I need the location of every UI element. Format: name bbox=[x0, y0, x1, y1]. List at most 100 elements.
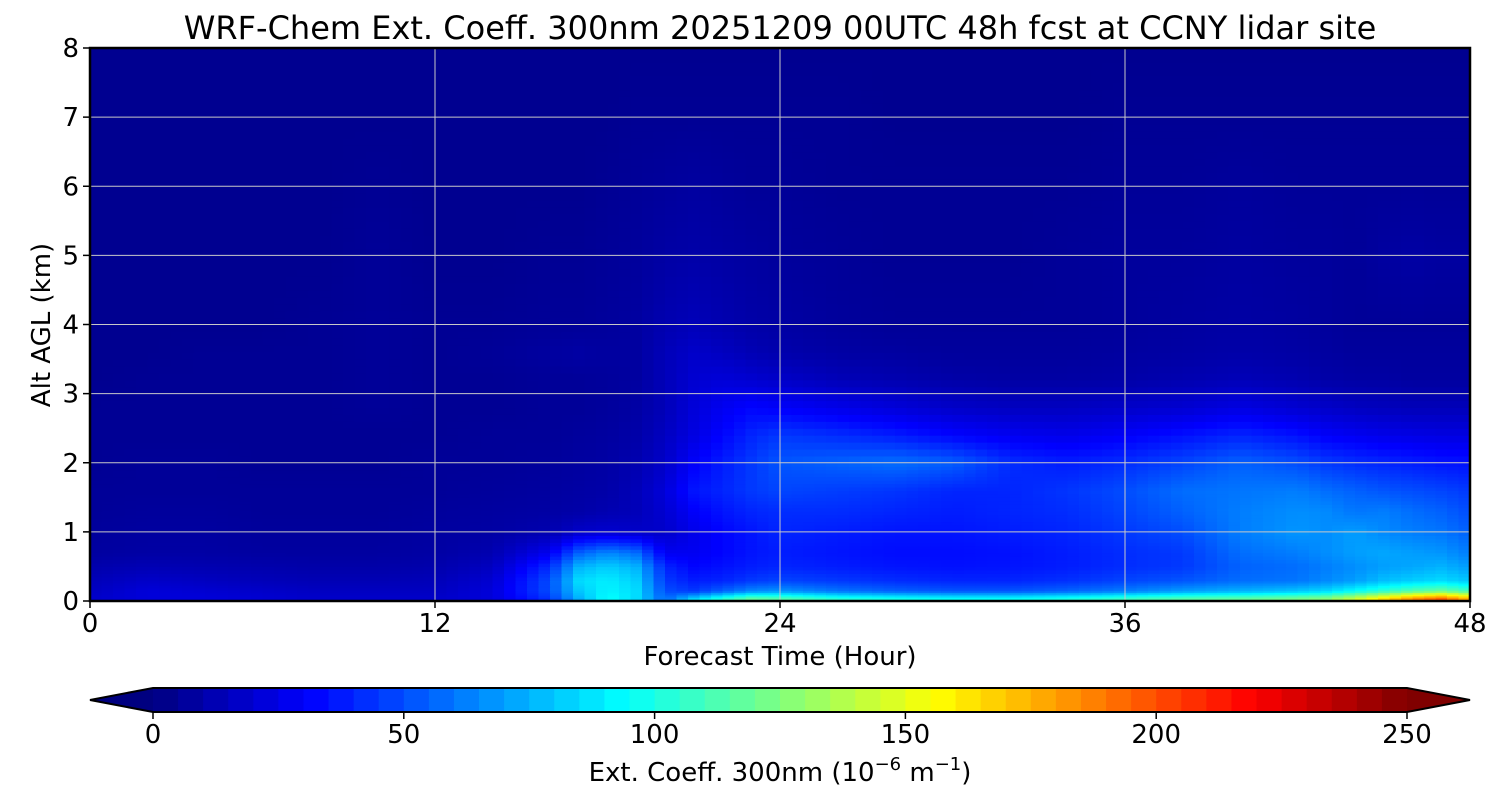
heatmap-cell bbox=[1401, 549, 1414, 554]
heatmap-cell bbox=[113, 514, 126, 519]
heatmap-cell bbox=[895, 549, 908, 554]
heatmap-cell bbox=[837, 594, 850, 597]
heatmap-cell bbox=[1079, 592, 1092, 595]
heatmap-cell bbox=[837, 590, 850, 593]
heatmap-cell bbox=[527, 573, 540, 578]
heatmap-cell bbox=[837, 524, 850, 530]
heatmap-cell bbox=[849, 566, 862, 571]
heatmap-cell bbox=[561, 490, 574, 495]
heatmap-cell bbox=[1332, 542, 1345, 547]
heatmap-cell bbox=[182, 581, 195, 585]
heatmap-cell bbox=[975, 524, 988, 530]
heatmap-cell bbox=[607, 480, 620, 485]
heatmap-cell bbox=[251, 535, 264, 540]
heatmap-cell bbox=[1056, 573, 1069, 578]
heatmap-cell bbox=[262, 588, 275, 592]
heatmap-cell bbox=[757, 524, 770, 530]
heatmap-cell bbox=[814, 531, 827, 536]
heatmap-cell bbox=[1309, 562, 1322, 568]
heatmap-cell bbox=[1412, 486, 1425, 491]
heatmap-cell bbox=[423, 587, 436, 590]
heatmap-cell bbox=[205, 514, 218, 519]
heatmap-cell bbox=[285, 524, 298, 530]
heatmap-cell bbox=[182, 592, 195, 595]
heatmap-cell bbox=[1136, 531, 1149, 536]
heatmap-cell bbox=[975, 556, 988, 561]
heatmap-cell bbox=[1136, 486, 1149, 491]
heatmap-cell bbox=[1378, 585, 1391, 588]
heatmap-cell bbox=[1378, 576, 1391, 581]
heatmap-cell bbox=[1263, 486, 1276, 491]
heatmap-cell bbox=[481, 569, 494, 574]
heatmap-cell bbox=[308, 566, 321, 571]
heatmap-cell bbox=[883, 573, 896, 578]
heatmap-cell bbox=[1424, 493, 1437, 498]
heatmap-cell bbox=[124, 538, 137, 543]
heatmap-cell bbox=[1401, 581, 1414, 585]
heatmap-cell bbox=[1401, 569, 1414, 574]
heatmap-cell bbox=[423, 483, 436, 488]
heatmap-cell bbox=[228, 480, 241, 485]
heatmap-cell bbox=[1182, 490, 1195, 495]
heatmap-cell bbox=[1194, 580, 1207, 583]
heatmap-cell bbox=[630, 573, 643, 578]
heatmap-cell bbox=[205, 535, 218, 540]
heatmap-cell bbox=[1079, 569, 1092, 574]
heatmap-cell bbox=[170, 595, 183, 599]
heatmap-cell bbox=[377, 518, 390, 523]
heatmap-cell bbox=[1205, 549, 1218, 554]
heatmap-cell bbox=[941, 595, 954, 599]
heatmap-cell bbox=[1263, 597, 1276, 600]
heatmap-cell bbox=[895, 592, 908, 595]
heatmap-cell bbox=[1309, 531, 1322, 536]
heatmap-cell bbox=[1401, 514, 1414, 519]
heatmap-cell bbox=[711, 518, 724, 523]
heatmap-cell bbox=[676, 595, 689, 599]
heatmap-cell bbox=[607, 595, 620, 599]
heatmap-cell bbox=[665, 573, 678, 578]
heatmap-cell bbox=[1021, 511, 1034, 516]
heatmap-cell bbox=[584, 500, 597, 505]
heatmap-cell bbox=[285, 493, 298, 498]
heatmap-cell bbox=[481, 528, 494, 533]
heatmap-cell bbox=[918, 493, 931, 498]
heatmap-cell bbox=[596, 521, 609, 526]
heatmap-cell bbox=[320, 483, 333, 488]
heatmap-cell bbox=[1424, 597, 1437, 600]
heatmap-cell bbox=[561, 556, 574, 561]
heatmap-cell bbox=[895, 588, 908, 592]
heatmap-cell bbox=[929, 559, 942, 564]
heatmap-cell bbox=[837, 486, 850, 491]
heatmap-cell bbox=[1228, 573, 1241, 578]
heatmap-cell bbox=[1159, 511, 1172, 516]
heatmap-cell bbox=[159, 587, 172, 590]
heatmap-cell bbox=[1297, 480, 1310, 485]
heatmap-cell bbox=[826, 500, 839, 505]
heatmap-cell bbox=[538, 597, 551, 600]
heatmap-cell bbox=[1205, 486, 1218, 491]
heatmap-cell bbox=[435, 507, 448, 512]
heatmap-cell bbox=[987, 559, 1000, 564]
heatmap-cell bbox=[803, 528, 816, 533]
heatmap-cell bbox=[745, 588, 758, 592]
heatmap-cell bbox=[527, 597, 540, 600]
heatmap-cell bbox=[320, 538, 333, 543]
heatmap-cell bbox=[1217, 566, 1230, 571]
heatmap-cell bbox=[1113, 490, 1126, 495]
heatmap-cell bbox=[320, 493, 333, 498]
heatmap-cell bbox=[1297, 528, 1310, 533]
heatmap-cell bbox=[1205, 597, 1218, 600]
heatmap-cell bbox=[1113, 535, 1126, 540]
heatmap-cell bbox=[734, 476, 747, 481]
heatmap-cell bbox=[1033, 581, 1046, 585]
heatmap-cell bbox=[883, 524, 896, 530]
heatmap-cell bbox=[711, 483, 724, 488]
heatmap-cell bbox=[492, 583, 505, 587]
heatmap-cell bbox=[1274, 521, 1287, 526]
heatmap-cell bbox=[1297, 483, 1310, 488]
heatmap-cell bbox=[1090, 486, 1103, 491]
heatmap-cell bbox=[297, 518, 310, 523]
heatmap-cell bbox=[481, 556, 494, 561]
heatmap-cell bbox=[538, 521, 551, 526]
heatmap-cell bbox=[297, 580, 310, 583]
